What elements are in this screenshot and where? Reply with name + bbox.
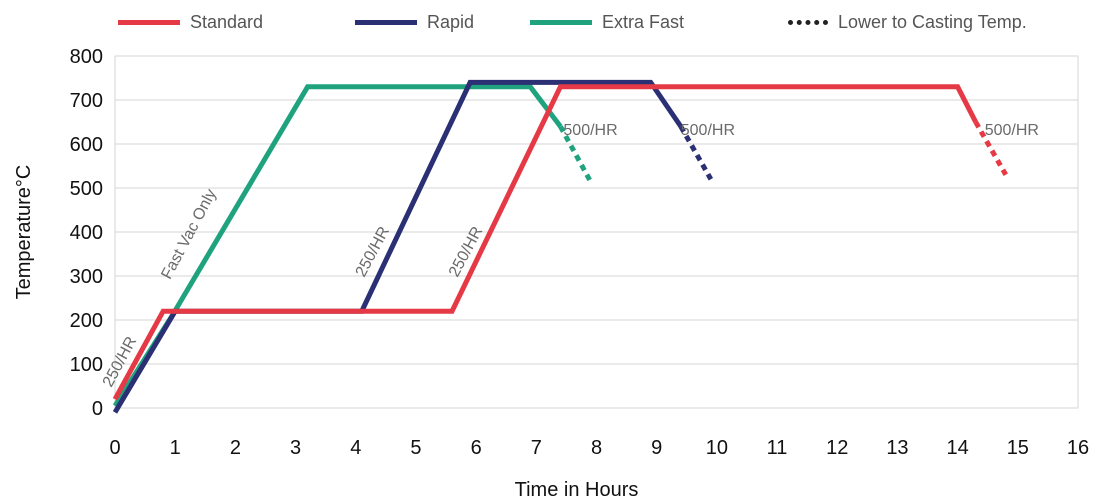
legend-rapid: Rapid <box>355 11 474 33</box>
y-tick-label-500: 500 <box>70 178 103 200</box>
x-axis-title: Time in Hours <box>515 479 639 500</box>
y-tick-label-0: 0 <box>92 398 103 420</box>
legend-rapid-label: Rapid <box>427 11 475 32</box>
x-tick-label-7: 7 <box>531 437 542 459</box>
x-tick-label-10: 10 <box>706 437 728 459</box>
x-tick-label-14: 14 <box>947 437 969 459</box>
y-axis-title: Temperature°C <box>13 165 35 300</box>
legend-casting-swatch <box>788 19 828 25</box>
y-tick-label-300: 300 <box>70 266 103 288</box>
y-tick-label-400: 400 <box>70 222 103 244</box>
legend-extra-fast-swatch <box>530 19 592 25</box>
x-tick-label-5: 5 <box>410 437 421 459</box>
annotation-6: 500/HR <box>985 122 1039 139</box>
x-tick-label-1: 1 <box>170 437 181 459</box>
x-tick-label-12: 12 <box>826 437 848 459</box>
y-tick-label-200: 200 <box>70 310 103 332</box>
x-tick-label-4: 4 <box>350 437 361 459</box>
legend-rapid-swatch <box>355 19 417 25</box>
series-line-rapid <box>112 79 683 414</box>
x-tick-label-6: 6 <box>471 437 482 459</box>
x-tick-label-2: 2 <box>230 437 241 459</box>
y-tick-label-700: 700 <box>70 90 103 112</box>
legend-standard-swatch <box>118 19 180 25</box>
x-tick-label-8: 8 <box>591 437 602 459</box>
legend-extra-fast-label: Extra Fast <box>602 11 685 32</box>
series-line-standard <box>112 84 978 401</box>
x-tick-label-13: 13 <box>886 437 908 459</box>
x-tick-label-0: 0 <box>109 437 120 459</box>
x-tick-label-3: 3 <box>290 437 301 459</box>
y-tick-label-100: 100 <box>70 354 103 376</box>
y-tick-label-600: 600 <box>70 134 103 156</box>
x-tick-label-15: 15 <box>1007 437 1029 459</box>
annotation-5: 500/HR <box>681 122 735 139</box>
x-tick-label-16: 16 <box>1067 437 1089 459</box>
legend-standard: Standard <box>118 11 263 33</box>
x-tick-label-11: 11 <box>767 437 788 459</box>
annotation-4: 500/HR <box>563 122 617 139</box>
legend-casting-label: Lower to Casting Temp. <box>838 11 1027 32</box>
annotation-1: Fast Vac Only <box>158 186 220 282</box>
legend-extra-fast: Extra Fast <box>530 11 684 33</box>
legend-casting: Lower to Casting Temp. <box>788 11 1027 33</box>
y-tick-label-800: 800 <box>70 46 103 68</box>
legend-standard-label: Standard <box>190 11 264 32</box>
x-tick-label-9: 9 <box>651 437 662 459</box>
